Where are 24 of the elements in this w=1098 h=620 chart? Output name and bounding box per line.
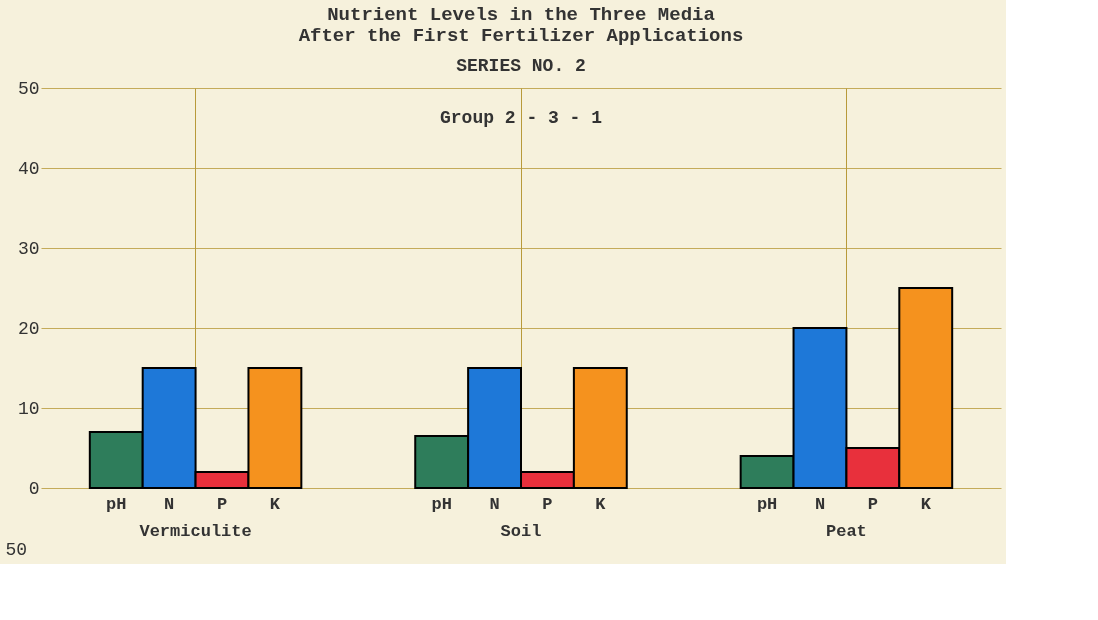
x-tick-label: Soil — [500, 521, 542, 541]
y-tick-label: 20 — [17, 318, 40, 339]
y-tick-label: 0 — [28, 478, 40, 499]
series-label: K — [269, 495, 281, 514]
text: P — [542, 495, 553, 514]
x-tick-label: Vermiculite — [139, 521, 252, 541]
text: K — [595, 495, 606, 514]
y-tick-label: 50 — [17, 78, 40, 99]
series-label: P — [216, 495, 228, 514]
text: N — [814, 495, 826, 514]
x-tick-label: Peat — [826, 521, 867, 541]
text: pH — [431, 495, 452, 514]
chart-title: Nutrient Levels in the Three Media After the First Fertilizer Applications — [298, 4, 744, 47]
text: pH — [756, 495, 778, 514]
chart-subtitle: SERIES NO. 2 — [456, 56, 586, 76]
y-tick-label: 10 — [17, 398, 40, 419]
series-label: pH — [106, 495, 127, 514]
series-label: N — [164, 495, 175, 514]
y-tick-label: 30 — [17, 238, 40, 259]
text: K — [920, 495, 931, 514]
text: P — [867, 495, 878, 514]
annotation: Group 2 - 3 - 1 — [439, 108, 603, 128]
text: N — [489, 495, 500, 514]
y-tick-label: 40 — [17, 158, 40, 179]
